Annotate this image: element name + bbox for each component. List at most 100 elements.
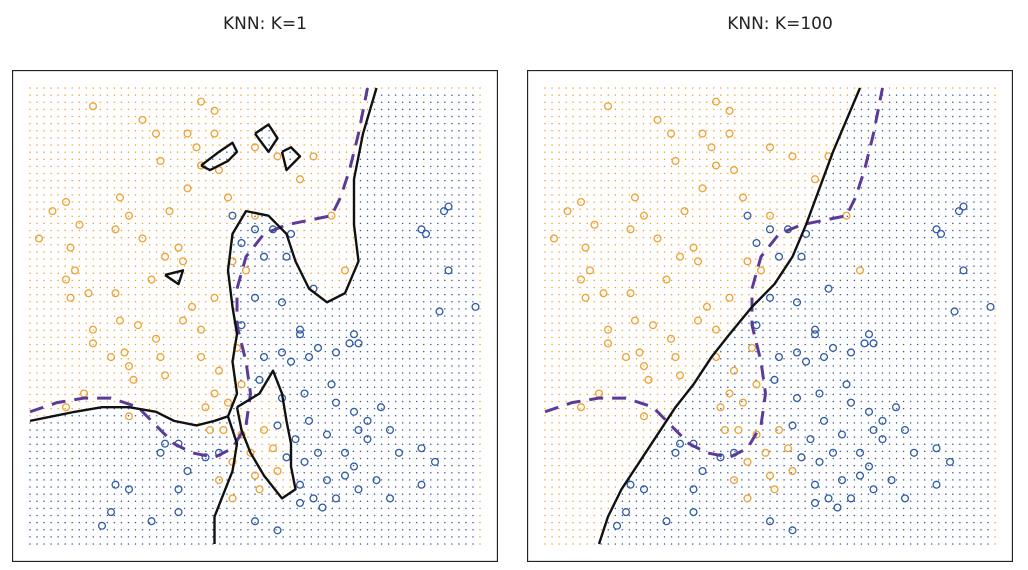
grid-dot — [451, 244, 453, 246]
grid-dot — [544, 101, 546, 103]
grid-dot — [275, 187, 277, 189]
grid-dot — [99, 301, 102, 303]
grid-dot — [465, 236, 467, 239]
grid-dot — [600, 500, 602, 502]
grid-dot — [212, 244, 214, 246]
grid-dot — [247, 301, 249, 303]
grid-dot — [50, 500, 52, 502]
grid-dot — [226, 336, 228, 339]
grid-dot — [78, 336, 80, 339]
grid-dot — [85, 500, 87, 502]
grid-dot — [127, 165, 130, 168]
grid-dot — [85, 122, 87, 125]
grid-dot — [85, 422, 87, 424]
grid-dot — [169, 236, 172, 239]
grid-dot — [289, 536, 291, 538]
grid-dot — [29, 115, 31, 118]
grid-dot — [465, 194, 467, 196]
grid-dot — [558, 94, 560, 96]
grid-dot — [190, 472, 193, 474]
grid-dot — [148, 137, 151, 139]
grid-dot — [296, 400, 298, 403]
grid-dot — [64, 343, 66, 346]
grid-dot — [465, 293, 467, 296]
grid-dot — [99, 422, 102, 424]
grid-dot — [408, 372, 411, 374]
grid-dot — [219, 94, 221, 96]
grid-dot — [303, 130, 305, 132]
grid-dot — [415, 514, 418, 517]
grid-dot — [387, 258, 390, 260]
grid-dot — [176, 172, 179, 175]
grid-dot — [387, 479, 390, 481]
grid-dot — [155, 258, 158, 260]
grid-dot — [155, 407, 158, 410]
grid-dot — [331, 229, 334, 232]
grid-dot — [127, 244, 130, 246]
grid-dot — [600, 457, 602, 460]
grid-dot — [254, 536, 256, 538]
grid-dot — [183, 229, 186, 232]
grid-dot — [324, 415, 327, 417]
grid-dot — [352, 322, 355, 324]
grid-dot — [148, 236, 151, 239]
grid-dot — [373, 322, 376, 324]
grid-dot — [57, 521, 59, 524]
grid-dot — [176, 350, 179, 353]
grid-dot — [558, 336, 560, 339]
grid-dot — [579, 308, 581, 310]
grid-dot — [444, 244, 446, 246]
grid-dot — [106, 529, 109, 531]
grid-dot — [579, 130, 581, 132]
grid-dot — [183, 115, 186, 118]
grid-dot — [120, 215, 123, 217]
grid-dot — [190, 386, 193, 388]
grid-dot — [331, 187, 334, 189]
grid-dot — [205, 286, 207, 289]
grid-dot — [261, 543, 263, 545]
grid-dot — [289, 350, 291, 353]
grid-dot — [303, 443, 305, 445]
grid-dot — [92, 265, 95, 267]
grid-dot — [92, 222, 95, 225]
grid-dot — [134, 115, 137, 118]
grid-dot — [78, 258, 80, 260]
grid-dot — [373, 358, 376, 360]
grid-dot — [394, 108, 397, 111]
grid-dot — [148, 514, 151, 517]
grid-dot — [106, 236, 109, 239]
grid-dot — [254, 122, 256, 125]
grid-dot — [169, 386, 172, 388]
grid-dot — [254, 272, 256, 274]
grid-dot — [155, 101, 158, 103]
grid-dot — [71, 336, 73, 339]
grid-dot — [565, 236, 567, 239]
grid-dot — [148, 251, 151, 253]
grid-dot — [43, 329, 45, 331]
grid-dot — [289, 208, 291, 210]
grid-dot — [240, 336, 242, 339]
grid-dot — [176, 365, 179, 367]
grid-dot — [394, 301, 397, 303]
grid-dot — [162, 308, 165, 310]
grid-dot — [415, 258, 418, 260]
grid-dot — [430, 443, 432, 445]
grid-dot — [430, 457, 432, 460]
grid-dot — [331, 343, 334, 346]
grid-dot — [261, 514, 263, 517]
grid-dot — [43, 429, 45, 431]
grid-dot — [29, 165, 31, 168]
grid-dot — [226, 521, 228, 524]
grid-dot — [36, 365, 38, 367]
grid-dot — [458, 236, 460, 239]
grid-dot — [408, 308, 411, 310]
blue-point — [295, 325, 305, 334]
blue-point — [250, 517, 260, 526]
grid-dot — [141, 493, 144, 495]
grid-dot — [359, 372, 362, 374]
grid-dot — [572, 372, 574, 374]
grid-dot — [78, 108, 80, 111]
grid-dot — [162, 507, 165, 510]
grid-dot — [558, 479, 560, 481]
grid-dot — [310, 372, 312, 374]
